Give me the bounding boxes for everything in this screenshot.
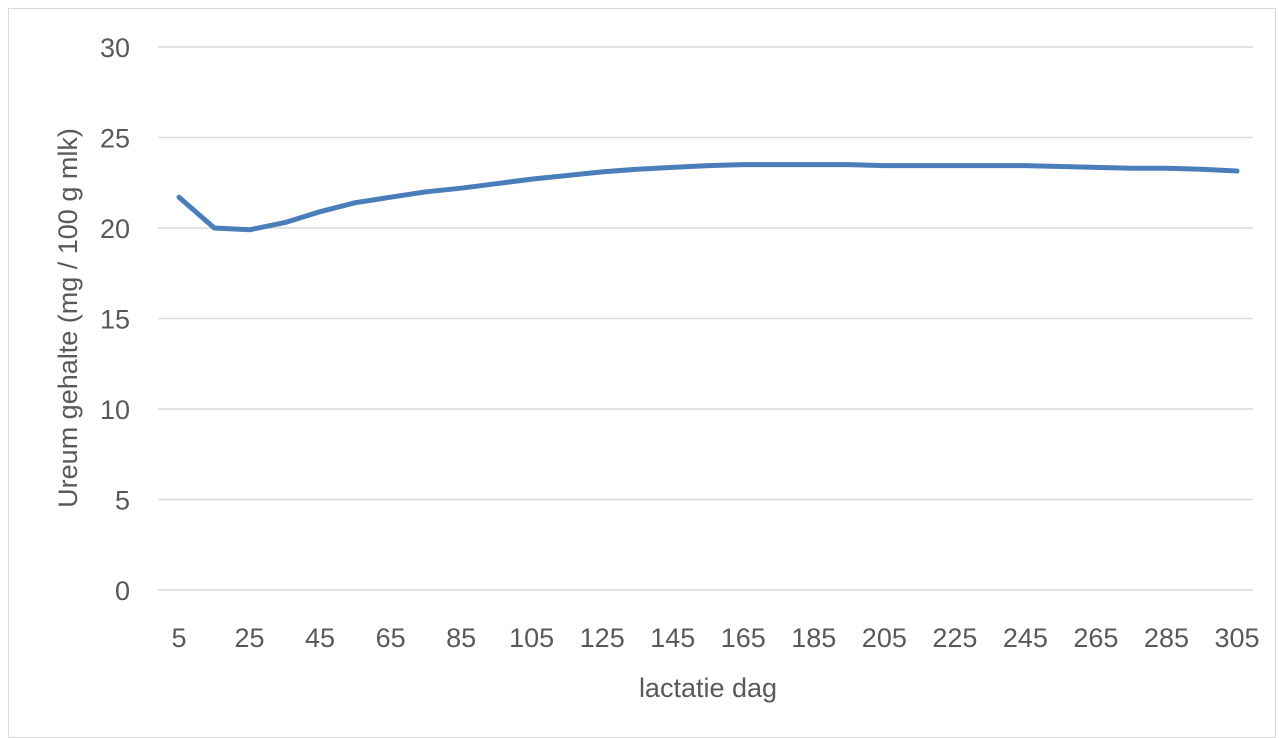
x-tick-label: 305	[1214, 623, 1259, 653]
series-line-1	[176, 162, 1240, 233]
y-tick-label: 30	[100, 33, 130, 63]
x-tick-label: 285	[1144, 623, 1189, 653]
x-tick-label: 185	[791, 623, 836, 653]
x-tick-label: 5	[171, 623, 186, 653]
x-tick-label: 65	[376, 623, 406, 653]
y-tick-label: 10	[100, 395, 130, 425]
x-tick-label: 225	[932, 623, 977, 653]
y-axis-tick-labels: 0 5 10 15 20 25 30	[100, 33, 130, 606]
gridlines	[158, 46, 1253, 591]
x-tick-label: 245	[1003, 623, 1048, 653]
x-axis-tick-labels: 5 25 45 65 85 105 125 145 165 185 205 225 245 265 285 3…	[171, 623, 1259, 653]
x-tick-label: 165	[721, 623, 766, 653]
x-tick-label: 25	[235, 623, 265, 653]
x-axis-title: lactatie dag	[639, 673, 777, 703]
x-tick-label: 125	[580, 623, 625, 653]
y-tick-label: 0	[115, 576, 130, 606]
y-tick-label: 20	[100, 214, 130, 244]
y-tick-label: 25	[100, 124, 130, 154]
x-tick-label: 145	[650, 623, 695, 653]
x-tick-label: 205	[862, 623, 907, 653]
chart-frame	[8, 8, 1276, 738]
x-tick-label: 105	[509, 623, 554, 653]
x-tick-label: 85	[446, 623, 476, 653]
y-tick-label: 15	[100, 305, 130, 335]
y-axis-title: Ureum gehalte (mg / 100 g mlk)	[53, 128, 83, 508]
y-tick-label: 5	[115, 486, 130, 516]
x-tick-label: 265	[1073, 623, 1118, 653]
x-tick-label: 45	[305, 623, 335, 653]
series-layer	[176, 162, 1240, 233]
